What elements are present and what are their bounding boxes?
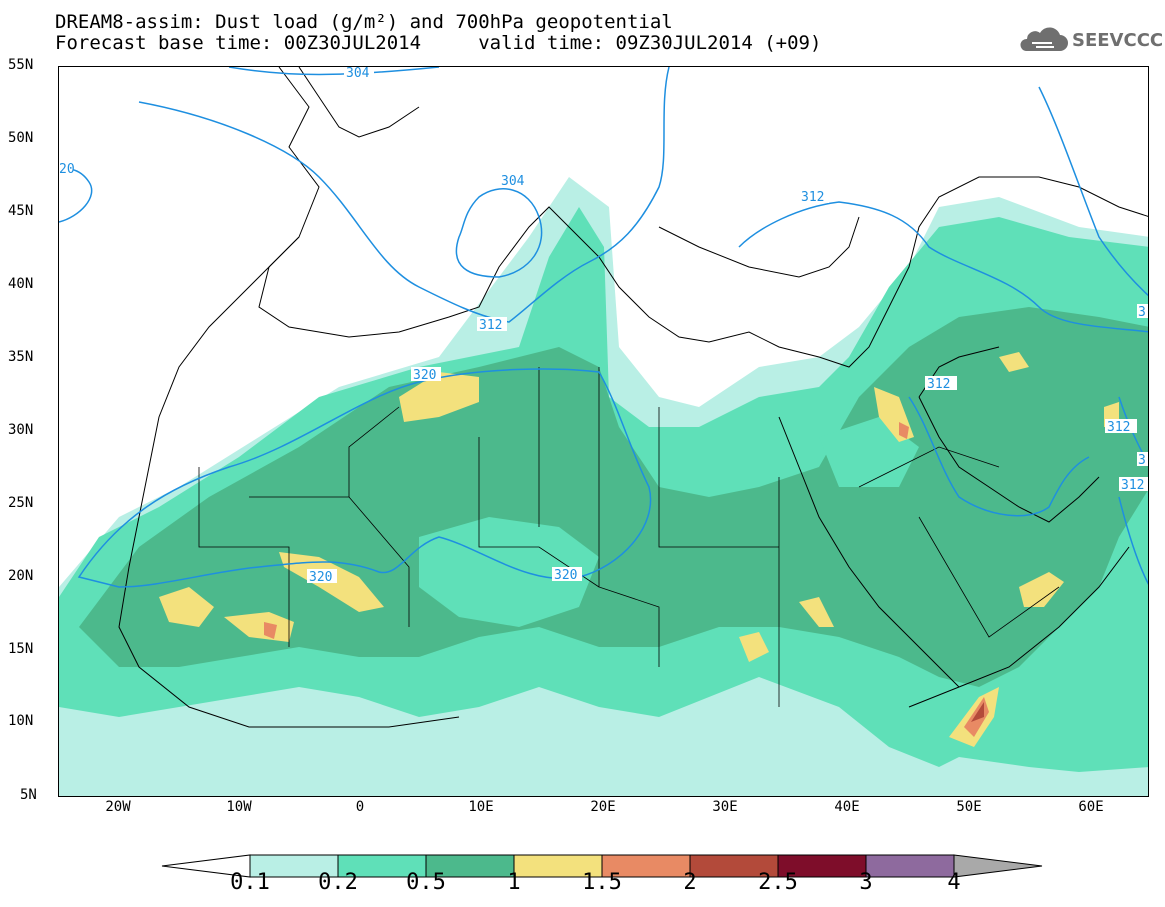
colorbar-tick: 1 bbox=[507, 870, 521, 895]
lon-label: 30E bbox=[712, 799, 738, 815]
lon-label: 10E bbox=[468, 799, 494, 815]
contour-label-304a: 304 bbox=[346, 67, 370, 81]
country-borders bbox=[198, 367, 1060, 707]
colorbar-tick: 1.5 bbox=[582, 870, 622, 895]
lat-label: 25N bbox=[8, 495, 34, 511]
contour-label-20: 20 bbox=[59, 162, 75, 177]
map-panel: 304 304 312 312 312 312 312 3 3 320 320 … bbox=[58, 66, 1149, 797]
contour-label-312e: 312 bbox=[1121, 478, 1144, 493]
contour-label-320a: 320 bbox=[413, 368, 436, 383]
chart-subtitle: Forecast base time: 00Z30JUL2014 valid t… bbox=[55, 32, 822, 54]
contour-label-312a: 312 bbox=[801, 190, 824, 205]
lon-label: 20W bbox=[105, 799, 131, 815]
colorbar-tick: 2.5 bbox=[758, 870, 798, 895]
cloud-icon bbox=[1020, 27, 1068, 51]
lat-label: 50N bbox=[8, 130, 34, 146]
lat-label: 45N bbox=[8, 203, 34, 219]
lon-label: 60E bbox=[1078, 799, 1104, 815]
contour-label-320b: 320 bbox=[309, 570, 332, 585]
colorbar-tick: 0.1 bbox=[230, 870, 270, 895]
contour-label-312d: 312 bbox=[1107, 420, 1130, 435]
lat-label: 15N bbox=[8, 641, 34, 657]
colorbar-tick: 3 bbox=[859, 870, 873, 895]
lat-label: 20N bbox=[8, 568, 34, 584]
lon-label: 0 bbox=[355, 799, 365, 815]
colorbar-tick: 2 bbox=[683, 870, 697, 895]
contour-label-320c: 320 bbox=[554, 568, 577, 583]
lat-label: 10N bbox=[8, 713, 34, 729]
lat-label: 5N bbox=[20, 787, 37, 803]
lat-label: 55N bbox=[8, 57, 34, 73]
lon-label: 10W bbox=[226, 799, 252, 815]
lon-label: 50E bbox=[956, 799, 982, 815]
colorbar-tick: 0.2 bbox=[318, 870, 358, 895]
contour-label-3b: 3 bbox=[1138, 453, 1146, 468]
lon-label: 40E bbox=[834, 799, 860, 815]
contour-label-304b: 304 bbox=[501, 174, 525, 189]
lat-label: 35N bbox=[8, 349, 34, 365]
map-canvas: 304 304 312 312 312 312 312 3 3 320 320 … bbox=[59, 67, 1148, 796]
colorbar-tick: 4 bbox=[947, 870, 961, 895]
contour-label-312b: 312 bbox=[479, 318, 502, 333]
lat-label: 30N bbox=[8, 422, 34, 438]
contour-labels: 304 304 312 312 312 312 312 3 3 320 320 … bbox=[59, 67, 1148, 585]
coastlines bbox=[118, 67, 1148, 728]
lon-label: 20E bbox=[590, 799, 616, 815]
lat-label: 40N bbox=[8, 276, 34, 292]
colorbar-over-arrow bbox=[953, 854, 1043, 878]
dust-shading-high bbox=[264, 422, 989, 737]
colorbar-swatch bbox=[865, 854, 955, 878]
chart-title: DREAM8-assim: Dust load (g/m²) and 700hP… bbox=[55, 11, 673, 33]
logo-text: SEEVCCC bbox=[1072, 30, 1164, 51]
contour-label-3a: 3 bbox=[1138, 305, 1146, 320]
contour-label-312c: 312 bbox=[927, 377, 950, 392]
colorbar bbox=[161, 854, 1043, 878]
colorbar-tick: 0.5 bbox=[406, 870, 446, 895]
